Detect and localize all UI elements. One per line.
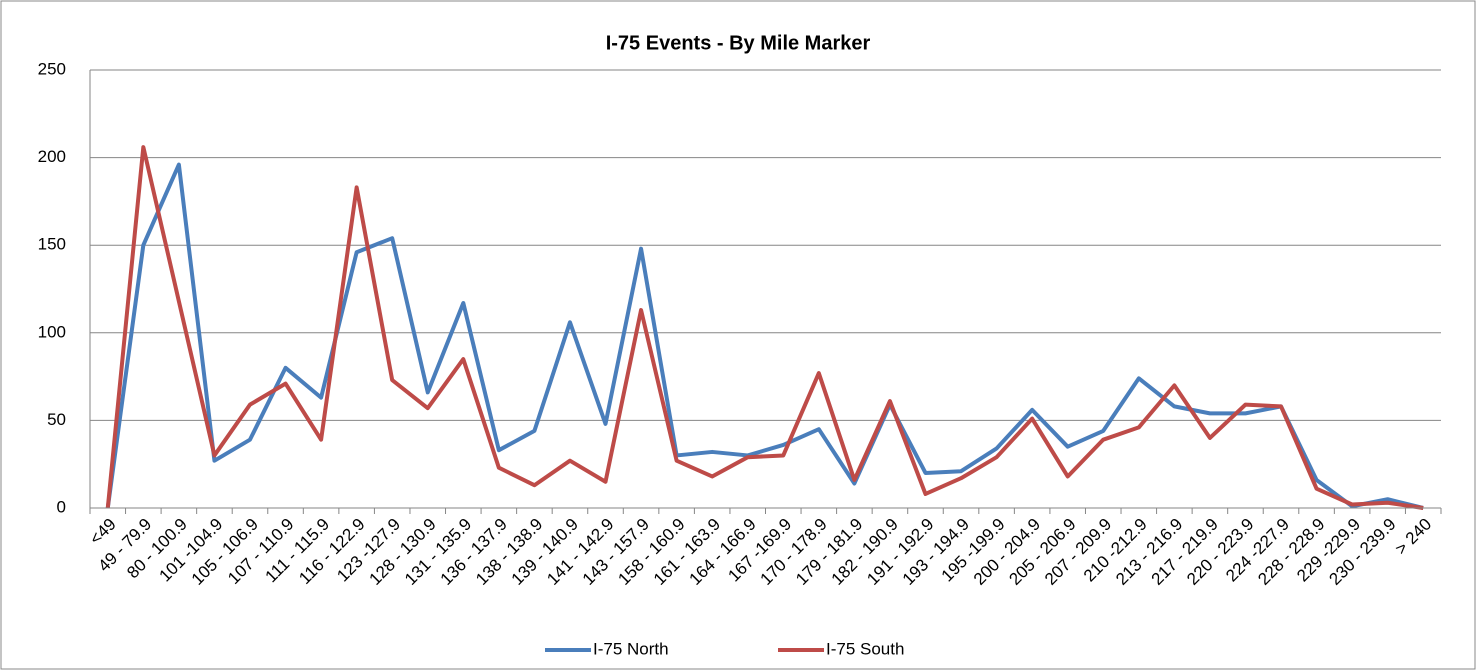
chart-title: I-75 Events - By Mile Marker xyxy=(606,32,871,54)
legend-label: I-75 North xyxy=(593,639,669,658)
y-tick-label: 200 xyxy=(38,147,66,166)
y-tick-label: 0 xyxy=(57,497,66,516)
series-line xyxy=(105,145,1424,510)
series-line xyxy=(105,162,1424,510)
y-tick-label: 50 xyxy=(47,410,66,429)
legend-label: I-75 South xyxy=(826,639,904,658)
y-tick-label: 250 xyxy=(38,59,66,78)
y-tick-label: 150 xyxy=(38,235,66,254)
y-tick-label: 100 xyxy=(38,322,66,341)
